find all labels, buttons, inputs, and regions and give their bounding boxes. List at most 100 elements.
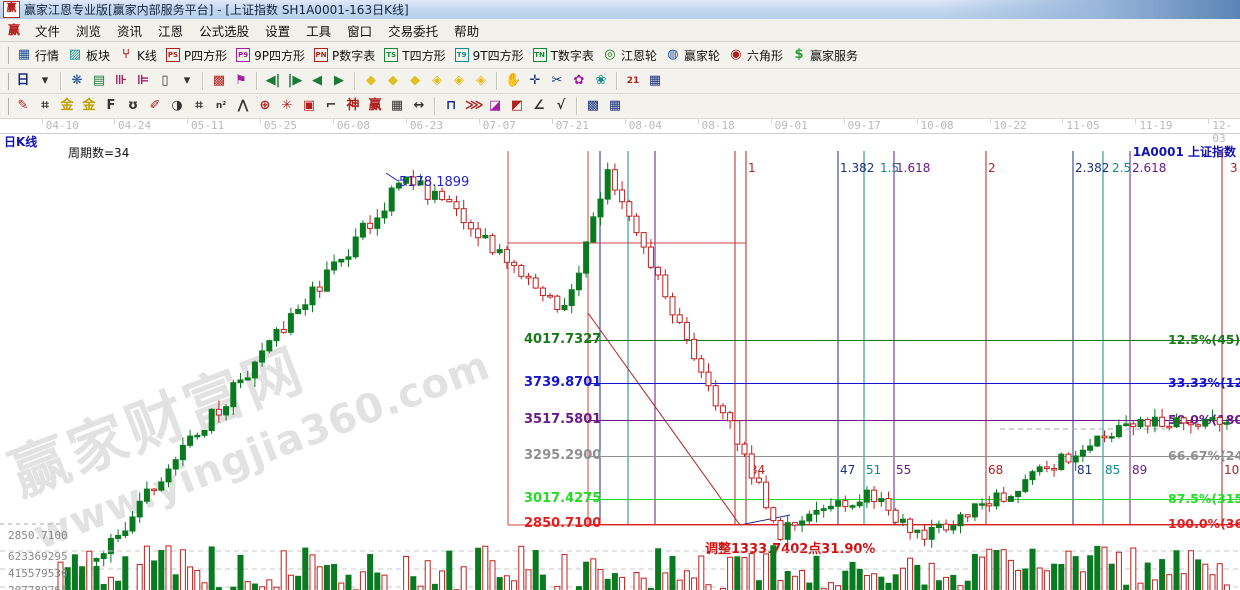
candle-body[interactable] [230,382,237,408]
volume-bar[interactable] [1007,559,1014,590]
menu-settings[interactable]: 设置 [265,23,291,39]
candle-body[interactable] [1051,467,1058,471]
candle-body[interactable] [647,246,654,268]
toolbar-button-quotes-grid[interactable]: ▦ 行情 [13,45,62,65]
menu-gann[interactable]: 江恩 [158,23,184,39]
volume-bar[interactable] [561,554,568,590]
candle-body[interactable] [957,514,964,527]
candle-body[interactable] [496,249,503,254]
toolbar-button-t-square[interactable]: TS T四方形 [380,45,448,65]
candle-body[interactable] [1022,479,1029,492]
toolbar-button-p9-square[interactable]: P9 9P四方形 [232,45,308,65]
candle-body[interactable] [316,286,323,292]
toolbar-button-last-page[interactable]: |▶ [285,71,305,91]
candle-body[interactable] [295,308,302,315]
menu-window[interactable]: 窗口 [347,23,373,39]
price-plot[interactable]: 赢家财富网 www.yingjia360.com 4017.7327 12.5%(… [0,133,1240,590]
volume-bar[interactable] [1072,556,1079,590]
candle-body[interactable] [467,222,474,230]
toolbar-button-table-grid[interactable]: ▩ [583,96,603,116]
volume-bar[interactable] [842,570,849,590]
volume-bar[interactable] [935,580,942,590]
volume-bar[interactable] [1166,574,1173,590]
candle-body[interactable] [460,208,467,224]
candle-body[interactable] [129,516,136,532]
candle-body[interactable] [539,287,546,296]
candle-body[interactable] [871,489,878,503]
candle-body[interactable] [712,385,719,407]
volume-bar[interactable] [208,546,215,590]
volume-bar[interactable] [763,553,770,590]
candle-body[interactable] [640,232,647,248]
candle-body[interactable] [309,286,316,306]
volume-bar[interactable] [374,572,381,590]
toolbar-button-diamond-right[interactable]: ◆ [383,71,403,91]
candle-body[interactable] [237,379,244,384]
candle-body[interactable] [921,529,928,540]
candle-body[interactable] [388,187,395,212]
toolbar-button-p-square[interactable]: PS P四方形 [162,45,230,65]
volume-bar[interactable] [266,579,273,590]
candle-body[interactable] [633,215,640,234]
volume-bar[interactable] [820,588,827,590]
candle-body[interactable] [215,408,222,416]
toolbar-button-ying-label[interactable]: 赢 [365,96,385,116]
toolbar-button-spiral[interactable]: ʊ [123,96,143,116]
candle-body[interactable] [914,529,921,533]
volume-bar[interactable] [878,576,885,590]
toolbar-button-clipboard[interactable]: ▤ [89,71,109,91]
volume-bar[interactable] [295,575,302,590]
candle-body[interactable] [655,266,662,276]
volume-bar[interactable] [727,556,734,590]
volume-bar[interactable] [784,571,791,590]
volume-bar[interactable] [482,545,489,590]
candle-body[interactable] [590,216,597,243]
candle-body[interactable] [323,269,330,292]
toolbar-button-diamond-multi[interactable]: ◈ [471,71,491,91]
candle-body[interactable] [122,530,129,536]
volume-bar[interactable] [1043,570,1050,590]
volume-bar[interactable] [331,563,338,590]
candle-body[interactable] [1000,492,1007,502]
volume-bar[interactable] [302,547,309,590]
volume-bar[interactable] [662,572,669,590]
toolbar-button-period-dropdown[interactable]: ▾ [35,71,55,91]
candle-body[interactable] [338,258,345,263]
volume-bar[interactable] [518,545,525,590]
candle-body[interactable] [151,488,158,492]
candle-body[interactable] [1144,419,1151,427]
candle-body[interactable] [727,412,734,422]
candle-body[interactable] [115,534,122,539]
candle-body[interactable] [381,210,388,219]
candle-body[interactable] [395,182,402,189]
candle-body[interactable] [489,234,496,254]
volume-bar[interactable] [813,555,820,590]
volume-bar[interactable] [345,574,352,590]
volume-bar[interactable] [410,576,417,590]
toolbar-button-measure-width[interactable]: ↔ [409,96,429,116]
volume-bar[interactable] [539,574,546,590]
toolbar-button-scissors-measure[interactable]: ✂ [547,71,567,91]
candle-body[interactable] [345,256,352,260]
volume-bar[interactable] [691,577,698,590]
volume-bar[interactable] [979,556,986,590]
volume-bar[interactable] [1087,555,1094,590]
volume-bar[interactable] [431,583,438,590]
candle-body[interactable] [1094,435,1101,447]
toolbar-button-calendar-21[interactable]: 21 [623,71,643,91]
candle-body[interactable] [993,492,1000,507]
candle-body[interactable] [280,328,287,333]
volume-bar[interactable] [633,572,640,590]
menu-tools[interactable]: 工具 [306,23,332,39]
toolbar-button-first-page[interactable]: ◀| [263,71,283,91]
volume-bar[interactable] [928,562,935,590]
candle-body[interactable] [518,264,525,277]
volume-bar[interactable] [597,568,604,590]
toolbar-button-p-number-table[interactable]: PN P数字表 [310,45,378,65]
candle-body[interactable] [604,169,611,200]
candle-body[interactable] [885,498,892,511]
volume-bar[interactable] [511,580,518,590]
candle-body[interactable] [619,189,626,203]
candle-body[interactable] [748,453,755,479]
volume-bar[interactable] [921,584,928,590]
